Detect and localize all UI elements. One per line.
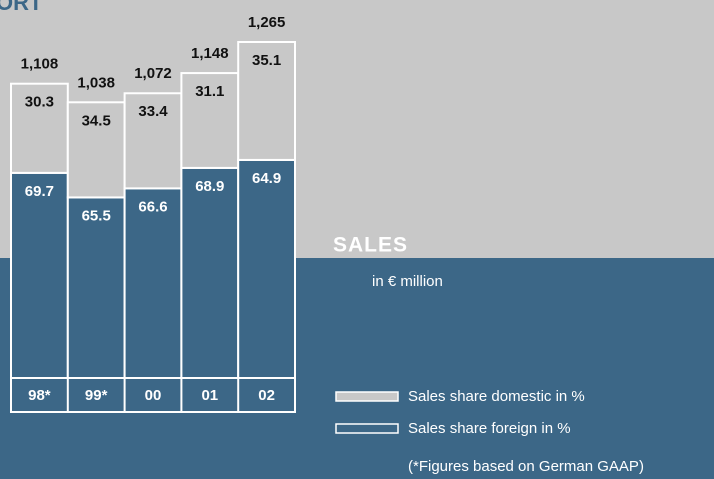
- bar-segment: [237, 41, 296, 161]
- x-tick-label: 01: [201, 387, 218, 404]
- value-label: 69.7: [25, 183, 54, 200]
- x-tick-label: 98*: [28, 387, 51, 404]
- total-label: 1,038: [77, 74, 115, 91]
- total-label: 1,265: [248, 14, 286, 31]
- value-label: 30.3: [25, 94, 54, 111]
- x-tick-label: 02: [258, 387, 275, 404]
- legend-swatch: [335, 391, 399, 402]
- value-label: 34.5: [82, 112, 111, 129]
- legend-label: Sales share foreign in %: [408, 420, 571, 437]
- bar-segment: [66, 196, 126, 379]
- chart-title: ORT: [0, 0, 43, 15]
- bar-segment: [10, 171, 69, 379]
- chart-subtitle: SALES: [333, 234, 408, 257]
- bar-segment: [123, 187, 183, 379]
- value-label: 68.9: [195, 178, 224, 195]
- bar-segment: [237, 158, 296, 379]
- legend-swatch: [335, 423, 399, 434]
- x-tick-label: 00: [145, 387, 162, 404]
- unit-label: in € million: [372, 273, 443, 290]
- legend-label: Sales share domestic in %: [408, 388, 585, 405]
- footnote: (*Figures based on German GAAP): [408, 458, 644, 475]
- total-label: 1,108: [21, 56, 59, 73]
- value-label: 66.6: [138, 198, 167, 215]
- total-label: 1,148: [191, 45, 229, 62]
- value-label: 35.1: [252, 52, 281, 69]
- bar-segment: [123, 92, 183, 190]
- value-label: 31.1: [195, 83, 224, 100]
- value-label: 33.4: [138, 103, 168, 120]
- value-label: 65.5: [82, 207, 111, 224]
- bar-segment: [180, 166, 240, 379]
- x-tick-label: 99*: [85, 387, 108, 404]
- value-label: 64.9: [252, 170, 281, 187]
- total-label: 1,072: [134, 65, 172, 82]
